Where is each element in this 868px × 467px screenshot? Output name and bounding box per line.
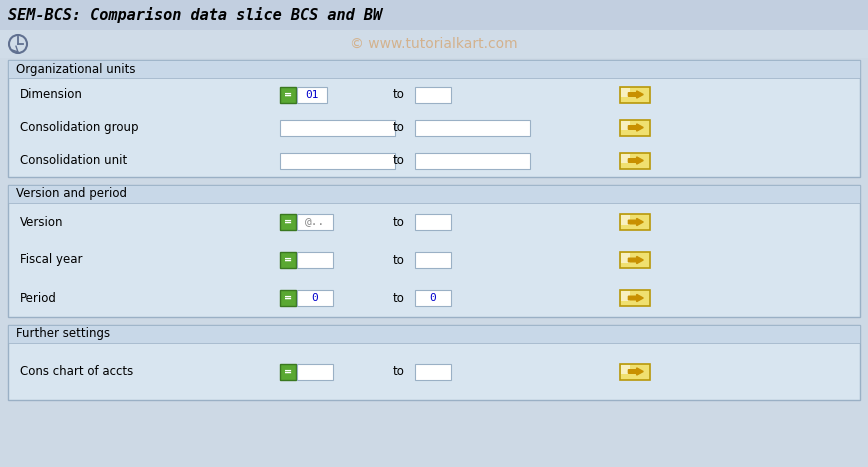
Text: to: to [393,291,404,304]
Text: 0: 0 [312,293,319,303]
FancyBboxPatch shape [621,215,630,225]
Text: Further settings: Further settings [16,327,110,340]
FancyBboxPatch shape [620,120,650,135]
Polygon shape [628,157,643,164]
Text: =: = [284,367,292,376]
Text: to: to [393,88,404,101]
FancyBboxPatch shape [280,290,296,306]
FancyBboxPatch shape [8,60,860,177]
FancyBboxPatch shape [620,214,650,230]
FancyBboxPatch shape [415,86,451,102]
Text: =: = [284,90,292,99]
FancyBboxPatch shape [297,290,333,306]
FancyBboxPatch shape [621,154,630,163]
FancyBboxPatch shape [297,86,327,102]
Text: Version and period: Version and period [16,187,127,200]
Text: @..: @.. [305,217,326,227]
Text: Version: Version [20,215,63,228]
Text: =: = [284,217,292,227]
FancyBboxPatch shape [415,363,451,380]
FancyBboxPatch shape [297,214,333,230]
FancyBboxPatch shape [621,87,630,97]
Text: =: = [284,255,292,265]
Text: 0: 0 [430,293,437,303]
Text: to: to [393,254,404,267]
Text: Dimension: Dimension [20,88,82,101]
FancyBboxPatch shape [621,253,630,262]
Text: © www.tutorialkart.com: © www.tutorialkart.com [350,37,518,51]
FancyBboxPatch shape [8,185,860,317]
Text: to: to [393,365,404,378]
Text: Cons chart of accts: Cons chart of accts [20,365,134,378]
FancyBboxPatch shape [297,363,333,380]
FancyBboxPatch shape [280,363,296,380]
FancyBboxPatch shape [415,214,451,230]
Text: Organizational units: Organizational units [16,63,135,76]
Polygon shape [628,91,643,98]
FancyBboxPatch shape [280,214,296,230]
Polygon shape [628,219,643,226]
Polygon shape [628,294,643,302]
Text: Period: Period [20,291,57,304]
Text: to: to [393,154,404,167]
Text: =: = [284,293,292,303]
FancyBboxPatch shape [8,325,860,343]
Text: to: to [393,121,404,134]
FancyBboxPatch shape [280,252,296,268]
Text: Consolidation group: Consolidation group [20,121,139,134]
Polygon shape [628,368,643,375]
Polygon shape [628,256,643,263]
FancyBboxPatch shape [297,252,333,268]
FancyBboxPatch shape [280,153,395,169]
FancyBboxPatch shape [620,153,650,169]
FancyBboxPatch shape [415,252,451,268]
Text: Fiscal year: Fiscal year [20,254,82,267]
FancyBboxPatch shape [415,153,530,169]
FancyBboxPatch shape [620,290,650,306]
Text: SEM-BCS: Comparison data slice BCS and BW: SEM-BCS: Comparison data slice BCS and B… [8,7,382,23]
FancyBboxPatch shape [621,365,630,374]
FancyBboxPatch shape [620,252,650,268]
FancyBboxPatch shape [280,86,296,102]
Text: Consolidation unit: Consolidation unit [20,154,128,167]
FancyBboxPatch shape [415,120,530,135]
FancyBboxPatch shape [8,60,860,78]
FancyBboxPatch shape [620,86,650,102]
Polygon shape [628,124,643,131]
Text: to: to [393,215,404,228]
FancyBboxPatch shape [8,185,860,203]
FancyBboxPatch shape [621,291,630,301]
Text: 01: 01 [306,90,319,99]
FancyBboxPatch shape [621,120,630,130]
FancyBboxPatch shape [280,120,395,135]
FancyBboxPatch shape [0,30,868,58]
FancyBboxPatch shape [415,290,451,306]
FancyBboxPatch shape [8,325,860,400]
FancyBboxPatch shape [620,363,650,380]
FancyBboxPatch shape [0,0,868,30]
